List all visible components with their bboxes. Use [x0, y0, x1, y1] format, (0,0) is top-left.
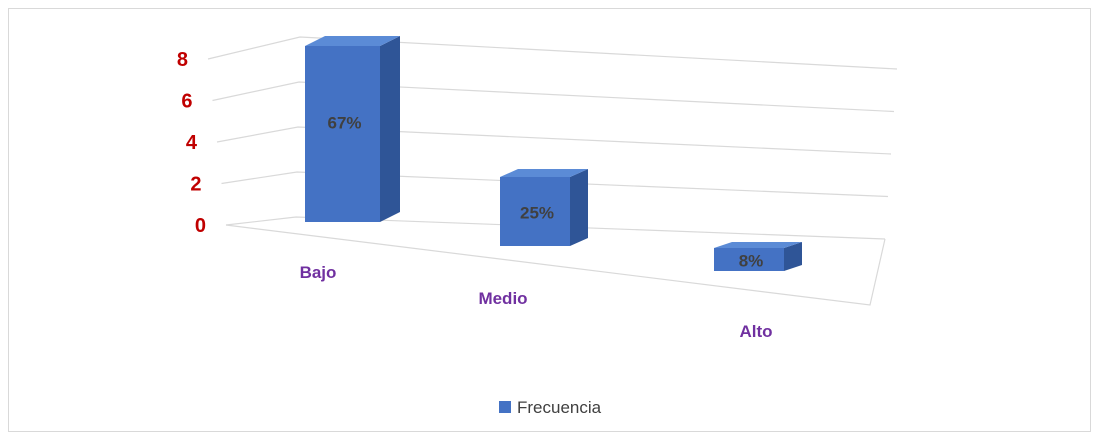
legend-label: Frecuencia — [517, 398, 602, 417]
y-tick-2: 2 — [190, 174, 201, 196]
x-category-bajo: Bajo — [300, 263, 337, 282]
data-label-bajo: 67% — [327, 114, 361, 133]
bar-top-alto — [714, 242, 802, 248]
bar-front-medio — [500, 177, 570, 246]
y-tick-6: 6 — [181, 91, 192, 113]
bar-bajo — [305, 36, 400, 222]
legend-swatch — [499, 401, 511, 413]
bar-top-bajo — [305, 36, 400, 46]
bar-medio — [500, 169, 588, 246]
data-label-alto: 8% — [739, 252, 764, 271]
data-label-medio: 25% — [520, 204, 554, 223]
labels-layer: 0 2 4 6 8 67% Bajo 25% Medio 8% Alto — [177, 49, 773, 341]
bar-front-alto — [714, 248, 784, 271]
bar-side-alto — [784, 242, 802, 271]
bar-top-medio — [500, 169, 588, 177]
grid-layer — [207, 36, 898, 306]
gridline-1 — [221, 171, 889, 198]
y-tick-0: 0 — [195, 215, 206, 237]
gridline-3 — [212, 81, 895, 113]
bars-layer — [305, 36, 802, 271]
bar-side-medio — [570, 169, 588, 246]
y-tick-8: 8 — [177, 49, 188, 71]
bar-side-bajo — [380, 36, 400, 222]
gridline-4 — [207, 36, 898, 70]
bar-front-bajo — [305, 46, 380, 222]
gridline-0 — [225, 216, 886, 240]
bar-alto — [714, 242, 802, 271]
y-tick-4: 4 — [186, 132, 198, 154]
gridline-2 — [216, 126, 892, 155]
x-category-alto: Alto — [739, 322, 772, 341]
floor-outline — [225, 224, 886, 306]
x-category-medio: Medio — [478, 289, 527, 308]
legend: Frecuencia — [499, 398, 602, 417]
